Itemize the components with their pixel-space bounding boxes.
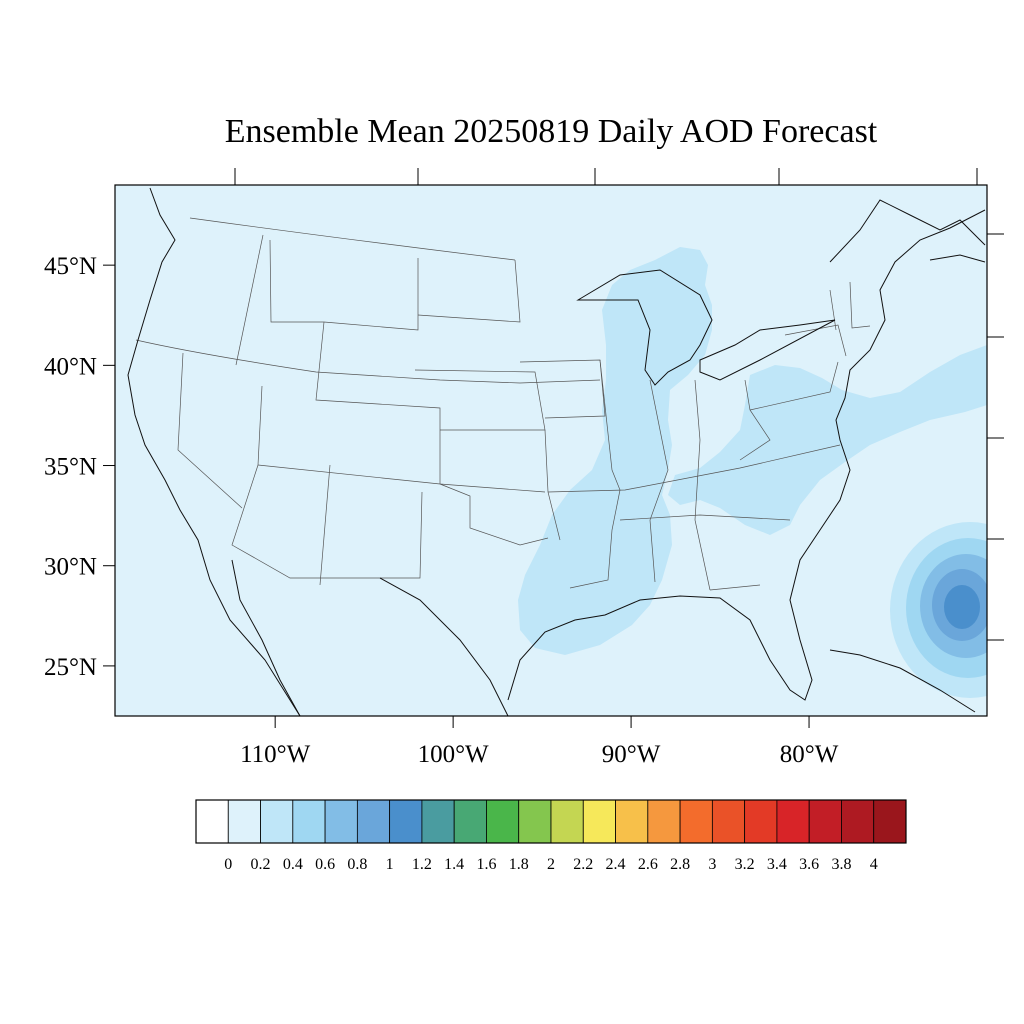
colorbar-label: 0.8: [347, 856, 367, 873]
lat-tick-label: 30°N: [44, 554, 97, 581]
colorbar-label: 0.4: [283, 856, 303, 873]
colorbar-swatch: [550, 799, 584, 844]
colorbar-swatch: [679, 799, 713, 844]
colorbar-swatch: [711, 799, 746, 844]
lon-tick-label: 90°W: [602, 741, 661, 768]
colorbar-swatch: [841, 799, 875, 844]
colorbar-frame: [195, 799, 907, 844]
colorbar-swatch: [421, 799, 455, 844]
colorbar-swatch: [227, 799, 261, 844]
colorbar-label: 3: [708, 856, 716, 873]
colorbar-label: 1.6: [476, 856, 496, 873]
colorbar-label: 2.2: [573, 856, 593, 873]
cuba-coastline: [829, 649, 976, 713]
aod-mid-atlantic-plume: [668, 345, 987, 535]
pacific-coastline: [127, 187, 301, 716]
map-frame: [114, 184, 988, 717]
colorbar-label: 2.4: [606, 856, 626, 873]
state-boundaries: [135, 217, 871, 591]
colorbar-label: 3.2: [735, 856, 755, 873]
great-lakes: [576, 269, 836, 386]
aod-midwest-plume: [518, 247, 712, 655]
colorbar-swatch: [453, 799, 487, 844]
colorbar-label: 0.6: [315, 856, 335, 873]
lat-tick-label: 35°N: [44, 454, 97, 481]
canadian-maritime: [829, 199, 986, 263]
baja-coastline: [231, 559, 301, 716]
colorbar-swatch: [195, 799, 229, 844]
colorbar-swatch: [389, 799, 423, 844]
colorbar-label: 3.8: [831, 856, 851, 873]
colorbar-swatch: [324, 799, 358, 844]
lon-tick-label: 110°W: [240, 741, 311, 768]
latitude-axis: 45°N 40°N 35°N 30°N 25°N: [44, 253, 115, 681]
colorbar-label: 1: [386, 856, 394, 873]
colorbar-swatch: [486, 799, 520, 844]
aod-offshore-maximum: [890, 522, 987, 698]
map-panel: 45°N 40°N 35°N 30°N 25°N 110°W 100°W 90°W 80°W: [44, 168, 1004, 768]
colorbar-swatch: [260, 799, 294, 844]
colorbar-swatch: [292, 799, 326, 844]
lon-tick-label: 100°W: [418, 741, 489, 768]
longitude-axis: 110°W 100°W 90°W 80°W: [240, 716, 839, 768]
colorbar-label: 4: [870, 856, 878, 873]
top-right-ticks: [234, 168, 1004, 641]
colorbar-label: 1.2: [412, 856, 432, 873]
colorbar-swatch: [808, 799, 842, 844]
colorbar-swatch: [744, 799, 778, 844]
gulf-coastline: [379, 209, 986, 716]
colorbar-label: 2: [547, 856, 555, 873]
colorbar-swatch: [776, 799, 810, 844]
colorbar: 0 0.2 0.4 0.6 0.8 1 1.2 1.4 1.6 1.8 2 2.2 2.4 2.6 2.8 3…: [195, 799, 907, 873]
colorbar-label: 0: [224, 856, 232, 873]
coastlines: [127, 187, 986, 716]
lat-tick-label: 25°N: [44, 654, 97, 681]
colorbar-label: 3.6: [799, 856, 819, 873]
colorbar-label: 0.2: [251, 856, 271, 873]
colorbar-swatch: [647, 799, 681, 844]
aod-shading: [518, 247, 987, 698]
colorbar-swatch: [356, 799, 391, 844]
colorbar-swatch: [873, 799, 907, 844]
lon-tick-label: 80°W: [780, 741, 839, 768]
figure-title: Ensemble Mean 20250819 Daily AOD Forecas…: [225, 113, 878, 150]
colorbar-swatch: [582, 799, 616, 844]
colorbar-label: 3.4: [767, 856, 787, 873]
colorbar-swatch: [615, 799, 649, 844]
colorbar-swatch: [518, 799, 552, 844]
colorbar-label: 1.4: [444, 856, 464, 873]
colorbar-label: 2.6: [638, 856, 658, 873]
colorbar-label: 1.8: [509, 856, 529, 873]
lat-tick-label: 40°N: [44, 353, 97, 380]
colorbar-label: 2.8: [670, 856, 690, 873]
lat-tick-label: 45°N: [44, 253, 97, 280]
